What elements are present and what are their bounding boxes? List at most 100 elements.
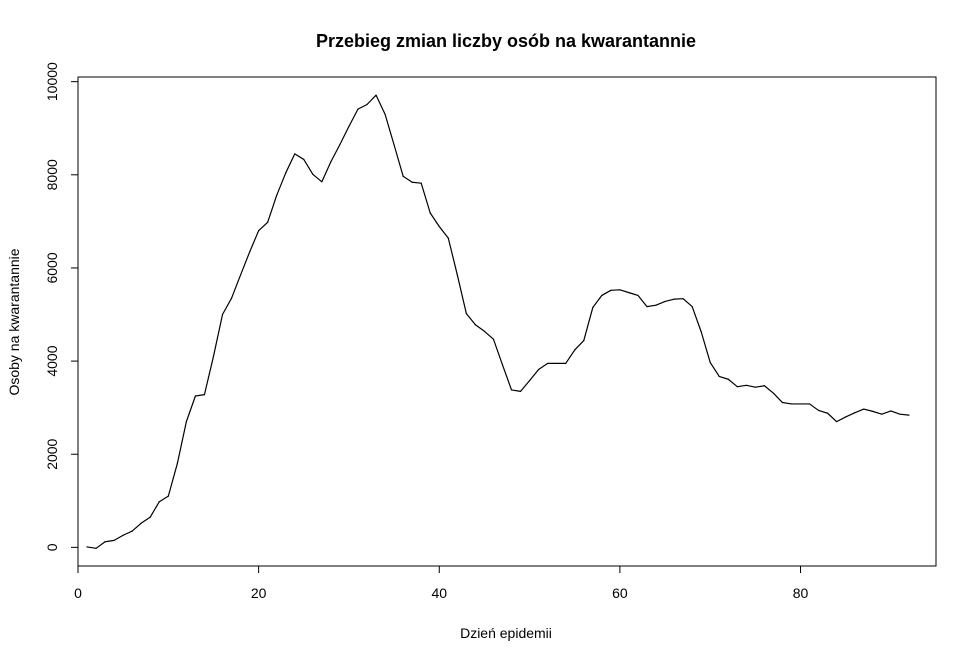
- data-point: [501, 364, 504, 366]
- data-point: [194, 395, 197, 397]
- data-point: [890, 410, 892, 412]
- data-point: [863, 408, 865, 410]
- data-point: [556, 362, 558, 365]
- data-point: [628, 292, 630, 294]
- data-point: [799, 403, 802, 405]
- data-point: [95, 547, 97, 549]
- data-point: [465, 312, 467, 315]
- data-point: [763, 385, 766, 387]
- data-point: [185, 421, 187, 423]
- data-point: [113, 539, 115, 541]
- data-point: [745, 384, 747, 386]
- data-point: [836, 421, 838, 423]
- data-point: [402, 175, 404, 177]
- data-point: [122, 534, 124, 536]
- data-point: [276, 194, 278, 196]
- data-point: [239, 274, 242, 276]
- data-point: [854, 412, 856, 414]
- data-point: [393, 144, 395, 146]
- data-point: [140, 522, 142, 524]
- data-point: [772, 392, 775, 394]
- data-point: [411, 181, 413, 183]
- data-point: [258, 230, 260, 232]
- data-point: [429, 212, 431, 214]
- data-point: [212, 355, 215, 358]
- x-tick-label: 0: [74, 585, 82, 601]
- x-tick-label: 20: [251, 585, 267, 601]
- y-axis-label: Osoby na kwarantannie: [6, 248, 22, 395]
- x-tick-label: 40: [431, 585, 447, 601]
- data-point: [817, 409, 820, 412]
- data-point: [709, 361, 711, 364]
- y-axis: 0 2000 4000 6000 8000 10000: [44, 62, 79, 551]
- data-point: [149, 516, 151, 518]
- data-point: [610, 289, 612, 291]
- data-point: [249, 251, 251, 253]
- y-tick-label: 0: [44, 543, 60, 551]
- series-line: [86, 94, 909, 549]
- x-tick-label: 60: [612, 585, 628, 601]
- data-point: [664, 300, 666, 303]
- data-point: [176, 462, 178, 465]
- data-point: [492, 338, 495, 340]
- data-point: [86, 546, 88, 548]
- data-point: [203, 394, 206, 396]
- data-point: [267, 221, 269, 223]
- data-point: [872, 410, 874, 412]
- data-point: [899, 413, 901, 415]
- data-point: [583, 339, 585, 342]
- data-point: [790, 403, 793, 405]
- data-point: [538, 368, 540, 371]
- chart-title: Przebieg zmian liczby osób na kwarantann…: [316, 31, 696, 51]
- data-point: [908, 414, 910, 416]
- data-point: [727, 378, 729, 380]
- data-point: [339, 143, 341, 146]
- data-point: [845, 416, 847, 418]
- plot-frame: [77, 76, 937, 567]
- data-point: [456, 274, 458, 276]
- y-tick-label: 8000: [44, 159, 60, 190]
- data-point: [574, 349, 576, 351]
- data-point: [167, 495, 169, 497]
- data-point: [366, 103, 368, 106]
- data-point: [312, 173, 314, 175]
- data-point: [827, 412, 829, 414]
- data-point: [384, 113, 386, 115]
- data-point: [131, 530, 133, 532]
- data-point: [718, 375, 720, 378]
- data-point: [700, 331, 702, 333]
- data-point: [691, 305, 693, 308]
- data-point: [438, 225, 440, 228]
- data-point: [673, 298, 675, 300]
- data-point: [294, 153, 296, 155]
- data-point: [601, 294, 603, 297]
- data-point: [565, 362, 567, 365]
- data-point: [637, 294, 639, 297]
- data-point: [330, 161, 332, 163]
- x-axis: 0 20 40 60 80: [74, 565, 809, 601]
- data-point: [808, 403, 811, 405]
- data-point: [348, 125, 350, 127]
- data-point: [321, 181, 323, 183]
- data-point: [474, 324, 476, 326]
- data-point: [592, 306, 594, 309]
- data-point: [881, 413, 883, 415]
- data-point: [285, 172, 287, 174]
- data-point: [655, 304, 657, 306]
- data-point: [158, 501, 160, 503]
- data-point: [510, 389, 513, 391]
- data-point: [104, 541, 106, 543]
- data-point: [754, 386, 756, 388]
- data-point: [420, 182, 422, 184]
- y-tick-label: 6000: [44, 252, 60, 283]
- data-point: [736, 386, 738, 388]
- y-tick-label: 2000: [44, 438, 60, 469]
- data-point: [682, 298, 684, 300]
- data-point: [646, 305, 648, 308]
- x-axis-label: Dzień epidemii: [460, 625, 552, 641]
- data-point: [303, 158, 305, 161]
- data-point: [447, 237, 449, 239]
- data-point: [357, 108, 359, 110]
- data-point: [781, 401, 784, 404]
